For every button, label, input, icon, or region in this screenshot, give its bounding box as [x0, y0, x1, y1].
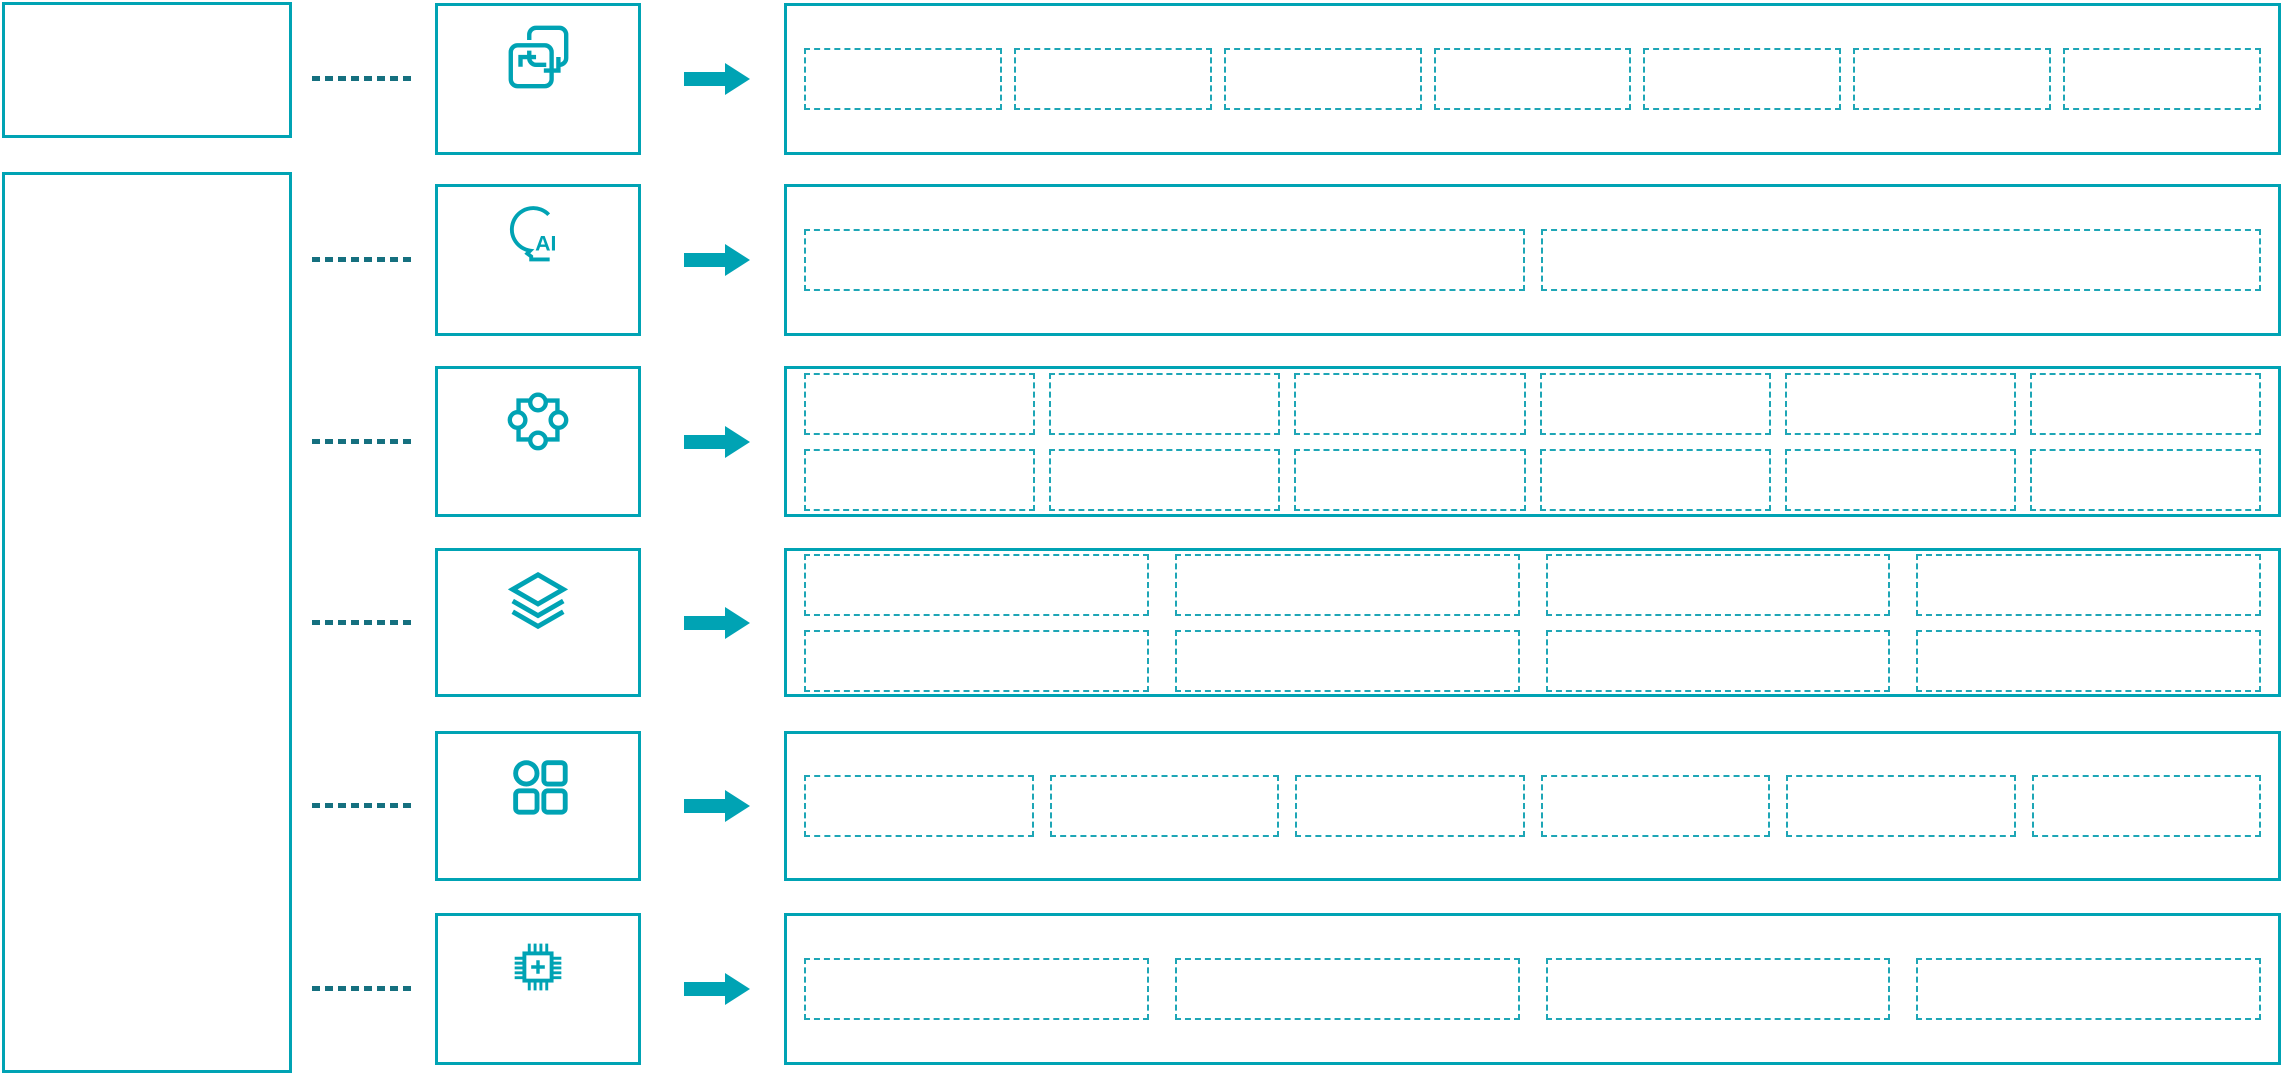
diagram-row-2: AI — [0, 184, 2284, 336]
dashed-connector-line — [312, 986, 413, 991]
diagram-row-3 — [0, 366, 2284, 517]
slot-row — [804, 48, 2262, 110]
placeholder-slot — [1433, 48, 1632, 110]
diagram-row-6 — [0, 913, 2284, 1065]
app-grid-icon — [503, 750, 573, 820]
placeholder-slot — [804, 775, 1034, 837]
placeholder-slot — [1223, 48, 1422, 110]
chip-plus-icon — [503, 932, 573, 1002]
left-top-box — [2, 2, 292, 138]
placeholder-slot — [1049, 448, 1281, 511]
placeholder-slot — [1049, 372, 1281, 435]
placeholder-slot — [1643, 48, 1842, 110]
placeholder-slot — [1049, 775, 1279, 837]
slot-row — [804, 958, 2261, 1020]
icon-box-4 — [435, 548, 641, 697]
placeholder-slot — [1294, 372, 1526, 435]
content-panel-1 — [784, 3, 2281, 155]
diagram-row-1 — [0, 3, 2284, 155]
content-panel-6 — [784, 913, 2281, 1065]
content-panel-2 — [784, 184, 2281, 336]
placeholder-slot — [1916, 629, 2261, 692]
placeholder-slot — [2063, 48, 2262, 110]
placeholder-slot — [1786, 775, 2016, 837]
icon-box-3 — [435, 366, 641, 517]
placeholder-slot — [1784, 372, 2016, 435]
placeholder-slot — [2029, 372, 2262, 435]
left-tall-box — [2, 172, 292, 1073]
slot-row — [804, 229, 2261, 291]
content-panel-3 — [784, 366, 2281, 517]
placeholder-slot — [1540, 229, 2261, 291]
slot-row — [804, 775, 2261, 837]
arrow-right-icon — [684, 63, 750, 95]
arrow-right-icon — [684, 244, 750, 276]
placeholder-slot — [1545, 629, 1891, 692]
dashed-connector-line — [312, 438, 413, 444]
placeholder-slot — [2029, 448, 2262, 511]
icon-box-6 — [435, 913, 641, 1065]
dashed-connector-line — [312, 257, 413, 262]
svg-text:AI: AI — [535, 232, 556, 256]
placeholder-slot — [1174, 629, 1520, 692]
placeholder-slot — [1916, 958, 2261, 1020]
placeholder-slot — [1916, 553, 2261, 616]
slot-row — [804, 372, 2262, 435]
slot-row — [804, 553, 2261, 616]
content-panel-4 — [784, 548, 2281, 697]
placeholder-slot — [804, 372, 1036, 435]
placeholder-slot — [1539, 448, 1771, 511]
placeholder-slot — [2031, 775, 2261, 837]
dashed-connector-line — [312, 619, 413, 625]
content-panel-5 — [784, 731, 2281, 881]
placeholder-slot — [804, 48, 1002, 110]
diagram-row-4 — [0, 548, 2284, 697]
dashed-connector-line — [312, 803, 413, 808]
placeholder-slot — [1294, 448, 1526, 511]
icon-box-5 — [435, 731, 641, 881]
icon-box-2: AI — [435, 184, 641, 336]
placeholder-slot — [804, 448, 1036, 511]
placeholder-slot — [1013, 48, 1212, 110]
placeholder-slot — [1545, 553, 1891, 616]
arrow-right-icon — [684, 606, 750, 639]
placeholder-slot — [1784, 448, 2016, 511]
icon-box-1 — [435, 3, 641, 155]
placeholder-slot — [1174, 553, 1520, 616]
overlapping-squares-icon — [503, 22, 573, 92]
puzzle-piece-icon — [503, 385, 573, 455]
placeholder-slot — [1540, 775, 1770, 837]
placeholder-slot — [1174, 958, 1520, 1020]
dashed-connector-line — [312, 76, 413, 81]
diagram-row-5 — [0, 731, 2284, 881]
head-ai-icon: AI — [503, 203, 573, 273]
arrow-right-icon — [684, 790, 750, 822]
layers-stack-icon — [503, 567, 573, 637]
placeholder-slot — [1545, 958, 1891, 1020]
arrow-right-icon — [684, 425, 750, 458]
placeholder-slot — [804, 629, 1149, 692]
placeholder-slot — [804, 229, 1525, 291]
placeholder-slot — [1295, 775, 1525, 837]
arrow-right-icon — [684, 973, 750, 1005]
placeholder-slot — [1539, 372, 1771, 435]
slot-row — [804, 448, 2262, 511]
placeholder-slot — [804, 553, 1149, 616]
slot-row — [804, 629, 2261, 692]
placeholder-slot — [804, 958, 1149, 1020]
placeholder-slot — [1853, 48, 2052, 110]
